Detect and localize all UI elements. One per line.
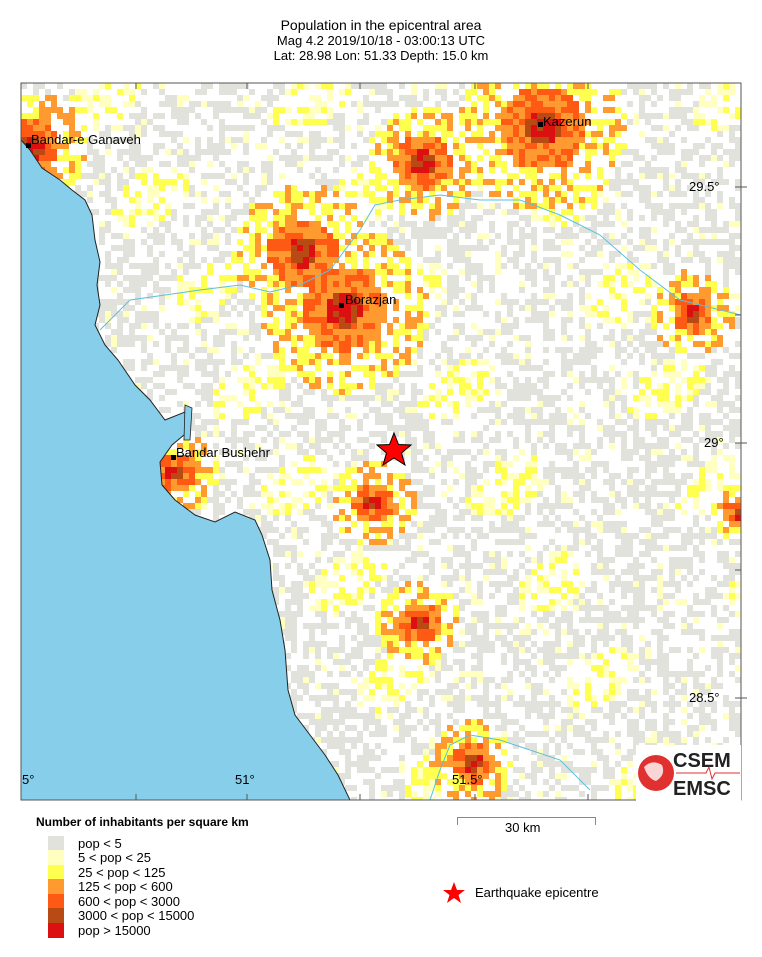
graticule-ticks xyxy=(135,83,747,800)
city-label-borazjan: Borazjan xyxy=(345,292,397,307)
legend-swatch xyxy=(48,922,64,938)
legend-title: Number of inhabitants per square km xyxy=(36,815,249,829)
emsc-logo: CSEM EMSC xyxy=(636,745,741,801)
scale-label: 30 km xyxy=(505,820,541,835)
lat-label: 29° xyxy=(704,435,724,450)
legend-label: 5 < pop < 25 xyxy=(78,850,152,865)
legend-item: 25 < pop < 125 xyxy=(48,864,166,880)
lon-label: 51.5° xyxy=(452,772,483,787)
legend-label: pop > 15000 xyxy=(78,922,151,938)
legend-swatch xyxy=(48,850,64,865)
event-line: Mag 4.2 2019/10/18 - 03:00:13 UTC xyxy=(276,33,486,48)
legend-swatch xyxy=(48,908,64,923)
epicentre-legend-star xyxy=(443,882,465,903)
lon-label: 51° xyxy=(235,772,255,787)
legend-label: 3000 < pop < 15000 xyxy=(78,908,195,923)
legend-item: pop > 15000 xyxy=(48,922,151,938)
city-label-bandar-e-ganaveh: Bandar-e Ganaveh xyxy=(31,132,141,147)
legend-item: 3000 < pop < 15000 xyxy=(48,908,195,923)
epicentre-star xyxy=(375,431,413,467)
city-label-kazerun: Kazerun xyxy=(543,114,592,129)
lat-label: 29.5° xyxy=(689,179,720,194)
legend-label: 25 < pop < 125 xyxy=(78,864,166,880)
rivers xyxy=(99,194,741,800)
legend-item: 600 < pop < 3000 xyxy=(48,893,180,909)
map-frame xyxy=(20,82,742,801)
legend-item: pop < 5 xyxy=(48,835,122,851)
city-markers xyxy=(26,122,543,460)
legend-swatch xyxy=(48,879,64,894)
location-line: Lat: 28.98 Lon: 51.33 Depth: 15.0 km xyxy=(273,48,489,63)
sea xyxy=(21,139,351,800)
scale-bar xyxy=(457,817,596,825)
legend-item: 5 < pop < 25 xyxy=(48,850,152,865)
city-label-bandar-bushehr: Bandar Bushehr xyxy=(176,445,270,460)
legend-swatch xyxy=(48,893,64,909)
legend-label: 125 < pop < 600 xyxy=(78,879,173,894)
lat-label: 28.5° xyxy=(689,690,720,705)
legend-item: 125 < pop < 600 xyxy=(48,879,173,894)
epicentre-legend-label: Earthquake epicentre xyxy=(475,885,599,900)
legend-swatch xyxy=(48,835,64,851)
lon-label: 5° xyxy=(22,772,35,787)
legend-swatch xyxy=(48,864,64,880)
legend-label: pop < 5 xyxy=(78,835,122,851)
legend-label: 600 < pop < 3000 xyxy=(78,893,180,909)
map-title: Population in the epicentral area xyxy=(280,17,482,33)
